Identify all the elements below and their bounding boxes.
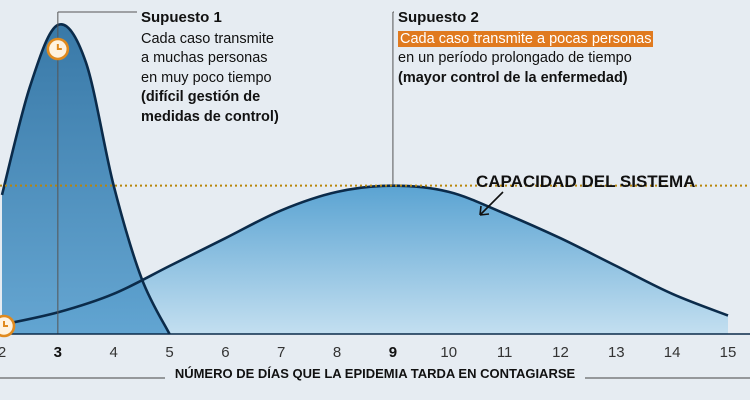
x-tick-label: 9: [389, 344, 397, 361]
x-tick-label: 6: [221, 344, 229, 361]
supuesto1-line: en muy poco tiempo: [141, 69, 272, 86]
x-tick-label: 8: [333, 344, 341, 361]
supuesto2-highlight: Cada caso transmite a pocas personas: [398, 30, 654, 47]
x-axis-title: NÚMERO DE DÍAS QUE LA EPIDEMIA TARDA EN …: [164, 366, 586, 381]
x-tick-label: 15: [720, 344, 737, 361]
supuesto1-annotation: Supuesto 1 Cada caso transmite a muchas …: [141, 8, 279, 127]
clock-icon: [46, 37, 70, 61]
series-line-s2: [1, 184, 729, 326]
capacity-label: CAPACIDAD DEL SISTEMA: [476, 172, 696, 191]
supuesto1-line: Cada caso transmite: [141, 30, 274, 47]
supuesto1-bold-line: medidas de control): [141, 108, 279, 125]
supuesto2-title: Supuesto 2: [398, 9, 479, 26]
supuesto2-line: en un período prolongado de tiempo: [398, 50, 632, 66]
capacity-arrow-icon: [479, 191, 504, 216]
x-tick-label: 2: [0, 344, 6, 361]
supuesto2-annotation: Supuesto 2 Cada caso transmite a pocas p…: [398, 8, 654, 88]
x-tick-label: 5: [165, 344, 173, 361]
x-tick-label: 10: [440, 344, 457, 361]
supuesto1-title: Supuesto 1: [141, 9, 222, 26]
supuesto1-line: a muchas personas: [141, 50, 268, 66]
series-area-s2: [2, 185, 728, 334]
x-tick-label: 14: [664, 344, 681, 361]
x-tick-label: 11: [497, 344, 513, 361]
series-area-s1: [2, 24, 170, 335]
x-tick-label: 4: [110, 344, 118, 361]
supuesto1-bold-line: (difícil gestión de: [141, 89, 261, 105]
x-axis-title-wrap: NÚMERO DE DÍAS QUE LA EPIDEMIA TARDA EN …: [0, 366, 750, 381]
x-tick-label: 12: [552, 344, 569, 361]
supuesto2-bold-line: (mayor control de la enfermedad): [398, 69, 628, 86]
x-tick-label: 13: [608, 344, 625, 361]
x-tick-label: 3: [54, 344, 62, 361]
series-line-s1: [0, 23, 171, 335]
clock-icon: [0, 314, 16, 338]
x-tick-label: 7: [277, 344, 285, 361]
